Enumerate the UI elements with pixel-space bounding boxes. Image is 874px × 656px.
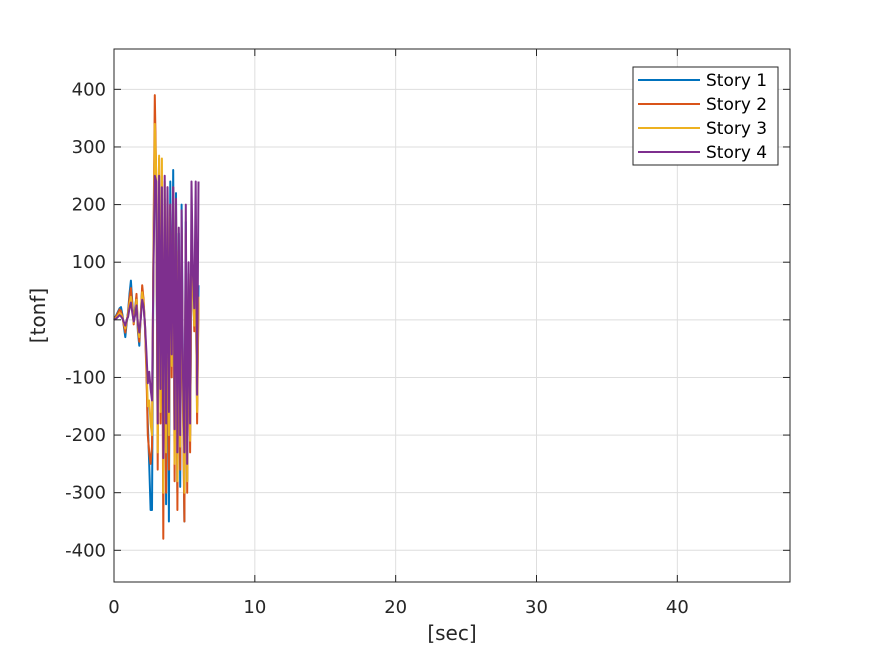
y-tick-label: 0: [95, 310, 106, 331]
y-tick-label: -400: [65, 540, 106, 561]
y-tick-label: 200: [72, 195, 106, 216]
y-tick-label: -200: [65, 425, 106, 446]
legend-entry-label: Story 4: [706, 143, 767, 163]
x-tick-label: 20: [384, 597, 407, 618]
x-axis-label: [sec]: [427, 621, 476, 645]
y-tick-label: -300: [65, 483, 106, 504]
y-axis-label: [tonf]: [26, 288, 50, 343]
legend-entry-label: Story 3: [706, 119, 767, 139]
y-tick-label: 300: [72, 137, 106, 158]
plot-frame: [113, 48, 791, 583]
legend: Story 1 Story 2 Story 3 Story 4: [632, 66, 779, 166]
legend-entry-label: Story 2: [706, 95, 767, 115]
grid-lines: [113, 49, 790, 582]
y-axis-ticks: -400 -300 -200 -100 0 100 200 300 400: [65, 79, 790, 561]
x-tick-label: 30: [525, 597, 548, 618]
y-tick-label: -100: [65, 367, 106, 388]
series-layer: [113, 94, 200, 540]
x-tick-label: 10: [243, 597, 266, 618]
x-tick-label: 0: [108, 597, 119, 618]
legend-box: [632, 66, 779, 166]
y-tick-label: 400: [72, 79, 106, 100]
x-tick-label: 40: [666, 597, 689, 618]
x-axis-ticks: 0 10 20 30 40: [108, 49, 689, 618]
legend-entry-label: Story 1: [706, 71, 767, 91]
y-tick-label: 100: [72, 252, 106, 273]
series-line-story-4: [113, 174, 200, 465]
